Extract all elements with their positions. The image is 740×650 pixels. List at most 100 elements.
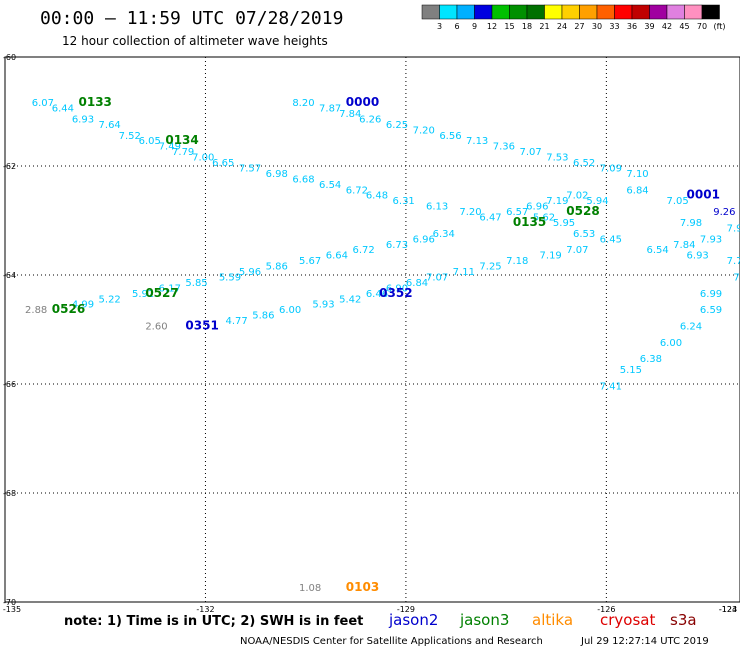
y-tick-label: -60 [3,53,16,62]
pass-label: 0133 [79,95,112,109]
pass-label: 0528 [566,204,599,218]
swh-value: 7.19 [540,251,562,262]
swh-value: 2.60 [145,322,167,333]
swh-value: 6.25 [386,120,408,131]
swh-value: 7.05 [667,196,689,207]
swh-value: 7.02 [566,191,588,202]
legend-jason3: jason3 [459,611,509,629]
swh-value: 6.68 [292,174,314,185]
scale-label: 36 [627,22,637,31]
swh-value: 6.54 [646,245,668,256]
swh-value: 5.92 [132,289,154,300]
swh-value: 6.00 [660,338,682,349]
swh-value: 5.67 [299,256,321,267]
swh-value: 7.07 [566,245,588,256]
swh-value: 6.64 [326,251,348,262]
swh-value: 1.08 [299,583,321,594]
scale-swatch [614,4,633,20]
scale-label: 6 [454,22,459,31]
pass-label: 0527 [145,286,178,300]
swh-value: 6.05 [139,136,161,147]
scale-label: 70 [697,22,707,31]
swh-value: 6.65 [212,158,234,169]
swh-value: 7.11 [453,267,475,278]
swh-value: 6.72 [352,245,374,256]
scale-label: 18 [522,22,532,31]
scale-label: 27 [574,22,584,31]
swh-value: 7.52 [119,131,141,142]
scale-swatch [544,4,563,20]
pass-label: 0000 [346,95,379,109]
scale-swatch [596,4,615,20]
scale-label: 42 [662,22,672,31]
scale-swatch [649,4,668,20]
swh-value: 4.99 [72,300,94,311]
swh-value: 7.41 [600,381,622,392]
pass-label: 0526 [52,302,85,316]
legend-altika: altika [532,611,573,629]
chart-title: 00:00 – 11:59 UTC 07/28/2019 [40,8,343,29]
scale-label: 9 [472,22,477,31]
swh-value: 5.62 [533,213,555,224]
swh-value: 6.57 [506,207,528,218]
swh-value: 6.54 [319,180,341,191]
swh-value: 7.00 [192,153,214,164]
scale-swatch [456,4,475,20]
y-tick-label: -66 [3,380,16,389]
scale-label: 30 [592,22,602,31]
swh-value: 4.77 [226,316,248,327]
swh-value: 5.93 [312,300,334,311]
scale-label: 3 [437,22,442,31]
swh-value: 2.88 [25,305,47,316]
swh-value: 6.99 [700,289,722,300]
legend-cryosat: cryosat [600,611,655,629]
axis-ticks: -135 -132 -129 -126 -123-124 -60 -62 -64 -66 -68 -… [3,53,737,614]
scale-label: 12 [487,22,497,31]
swh-value: 6.56 [439,131,461,142]
swh-value: 7.64 [99,120,121,131]
scale-label: 21 [539,22,549,31]
swh-value: 7.36 [493,142,515,153]
swh-value: 5.15 [620,365,642,376]
swh-value: 7.84 [339,109,361,120]
swh-value: 7.57 [239,163,261,174]
scale-swatch [491,4,510,20]
swh-value: 5.86 [252,311,274,322]
swh-value: 7.10 [626,169,648,180]
swh-value: 6.13 [426,202,448,213]
swh-value: 6.17 [159,283,181,294]
swh-values: 6.076.446.93 7.647.526.057.497.797.006.65… [25,98,740,594]
swh-value: 7.20 [459,207,481,218]
pass-label: 0001 [687,188,720,202]
swh-value: 6.96 [526,202,548,213]
swh-value: 6.48 [366,191,388,202]
legend-jason2: jason2 [388,611,438,629]
x-tick-label: -135 [3,605,21,614]
grid-lines [5,57,740,602]
scale-label: 24 [557,22,567,31]
credit-text: NOAA/NESDIS Center for Satellite Applica… [240,636,543,647]
scale-swatch [631,4,650,20]
swh-value: 7.07 [520,147,542,158]
swh-value: 6.38 [640,354,662,365]
satellite-legend: jason2 jason3 altika cryosat s3a [388,611,697,629]
swh-value: 6.72 [346,185,368,196]
x-tick-label: -132 [196,605,214,614]
pass-label: 0103 [346,580,379,594]
y-tick-label: -62 [3,162,16,171]
swh-value: 6.47 [479,213,501,224]
swh-value: 7.09 [600,163,622,174]
swh-value: 6.53 [573,229,595,240]
generated-time: Jul 29 12:27:14 UTC 2019 [580,636,709,647]
swh-value: 6.00 [279,305,301,316]
scale-swatch [561,4,580,20]
x-tick-label: -126 [597,605,615,614]
swh-value: 7.53 [546,153,568,164]
chart-subtitle: 12 hour collection of altimeter wave hei… [62,34,328,48]
x-tick-label: -123 [719,605,737,614]
swh-value: 7.07 [426,272,448,283]
swh-value: 9.26 [713,207,735,218]
swh-value: 6.07 [32,98,54,109]
swh-value: 6.96 [413,234,435,245]
